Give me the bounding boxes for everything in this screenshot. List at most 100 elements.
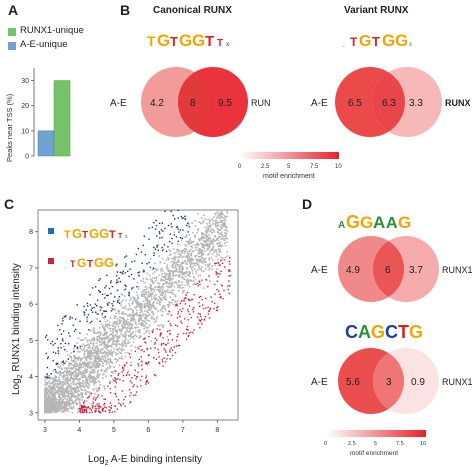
point-background — [150, 284, 152, 287]
point-background — [104, 343, 106, 346]
point-background — [169, 275, 172, 277]
point-background — [89, 354, 91, 357]
point-background — [190, 245, 193, 248]
point-canonical — [112, 305, 114, 307]
point-canonical — [85, 309, 87, 311]
legend-runx1-swatch — [8, 28, 16, 36]
point-background — [211, 253, 214, 256]
point-background — [73, 387, 75, 390]
scatter-legend-variant-logo: _ T G T G G x — [63, 255, 118, 270]
point-canonical — [108, 301, 110, 304]
point-background — [89, 356, 91, 359]
venn-canonical-overlap — [178, 72, 211, 132]
point-background — [116, 330, 119, 332]
point-background — [141, 303, 143, 306]
point-background — [157, 324, 160, 327]
point-background — [214, 213, 217, 216]
point-canonical — [128, 294, 130, 296]
point-background — [88, 350, 90, 353]
point-background — [135, 302, 138, 305]
point-variant — [115, 370, 117, 372]
point-background — [114, 315, 116, 317]
point-background — [63, 392, 65, 394]
point-background — [148, 320, 151, 322]
point-background — [105, 351, 107, 354]
point-background — [189, 242, 192, 244]
point-background — [164, 298, 166, 301]
point-background — [82, 396, 84, 398]
point-background — [44, 407, 46, 409]
point-variant — [166, 330, 169, 333]
point-background — [225, 216, 227, 218]
point-background — [93, 371, 95, 374]
point-background — [62, 402, 64, 405]
point-background — [225, 229, 227, 231]
point-background — [197, 252, 199, 255]
point-background — [215, 239, 217, 242]
point-background — [55, 403, 57, 406]
point-variant — [215, 262, 217, 264]
point-background — [59, 408, 62, 410]
point-background — [106, 366, 109, 369]
point-background — [70, 396, 73, 399]
point-background — [208, 268, 211, 271]
point-background — [194, 255, 196, 257]
point-background — [181, 270, 184, 272]
point-background — [115, 329, 117, 331]
point-background — [128, 331, 130, 333]
point-canonical — [168, 240, 171, 243]
point-variant — [81, 406, 83, 408]
point-canonical — [174, 218, 176, 220]
point-background — [76, 357, 79, 360]
point-background — [188, 285, 191, 288]
point-background — [114, 343, 117, 346]
point-background — [153, 290, 156, 292]
point-background — [90, 349, 93, 352]
point-background — [186, 278, 189, 281]
point-variant — [183, 332, 185, 335]
point-background — [75, 376, 77, 378]
point-background — [90, 361, 92, 363]
point-background — [113, 370, 116, 372]
point-background — [80, 384, 82, 387]
point-background — [204, 263, 207, 266]
point-canonical — [106, 274, 108, 277]
point-canonical — [182, 217, 184, 219]
point-background — [85, 349, 87, 352]
point-background — [104, 355, 106, 358]
point-background — [143, 310, 146, 312]
point-background — [123, 313, 125, 316]
point-background — [112, 330, 114, 332]
point-background — [167, 267, 169, 270]
point-background — [58, 378, 61, 381]
point-background — [150, 290, 152, 292]
point-background — [200, 255, 202, 258]
point-background — [81, 399, 84, 401]
point-background — [184, 250, 186, 253]
point-background — [111, 354, 114, 357]
point-background — [67, 371, 69, 374]
point-canonical — [46, 376, 48, 378]
point-variant — [176, 325, 179, 327]
point-background — [94, 382, 96, 384]
point-variant — [110, 407, 112, 409]
point-background — [122, 344, 125, 347]
point-background — [142, 278, 145, 280]
point-background — [161, 285, 163, 288]
point-background — [65, 395, 68, 398]
point-background — [76, 403, 79, 406]
point-background — [44, 409, 46, 411]
point-variant — [141, 368, 144, 371]
point-background — [155, 276, 158, 278]
point-variant — [96, 403, 98, 405]
point-canonical — [89, 294, 91, 296]
point-background — [146, 304, 148, 307]
point-background — [88, 362, 90, 364]
point-background — [129, 308, 132, 310]
point-background — [85, 393, 88, 395]
point-canonical — [121, 271, 123, 274]
point-background — [56, 401, 59, 404]
point-variant — [177, 333, 179, 336]
scatter-xtick-label: 7 — [181, 427, 185, 434]
svg-text:G: G — [409, 322, 423, 342]
